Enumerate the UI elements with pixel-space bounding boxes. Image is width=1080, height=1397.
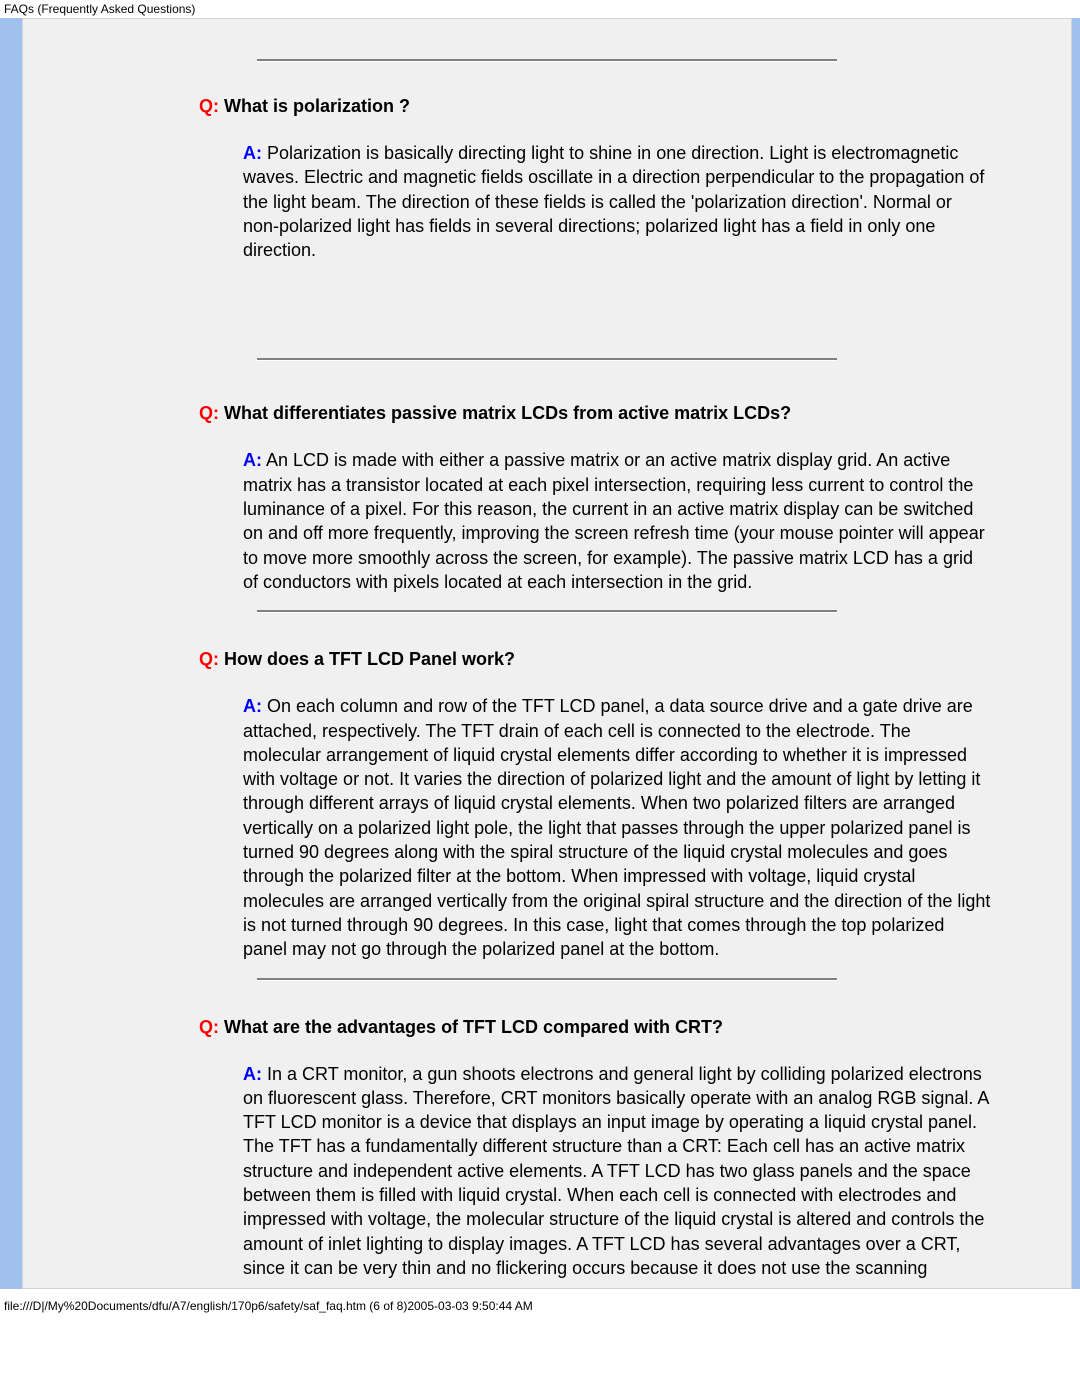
separator xyxy=(23,59,1071,62)
faq-item: Q: What differentiates passive matrix LC… xyxy=(23,403,1071,594)
a-label: A: xyxy=(243,1064,262,1084)
right-margin xyxy=(1072,18,1080,1289)
faq-item: Q: What are the advantages of TFT LCD co… xyxy=(23,1017,1071,1281)
a-label: A: xyxy=(243,696,262,716)
faq-answer: A: On each column and row of the TFT LCD… xyxy=(243,694,991,961)
page-header-title: FAQs (Frequently Asked Questions) xyxy=(0,0,1080,18)
separator xyxy=(23,978,1071,981)
q-text: How does a TFT LCD Panel work? xyxy=(219,649,515,669)
faq-answer: A: An LCD is made with either a passive … xyxy=(243,448,991,594)
faq-answer: A: Polarization is basically directing l… xyxy=(243,141,991,262)
outer-border: Q: What is polarization ? A: Polarizatio… xyxy=(0,18,1080,1289)
faq-question: Q: What are the advantages of TFT LCD co… xyxy=(199,1017,1071,1038)
left-margin xyxy=(0,18,22,1289)
faq-item: Q: How does a TFT LCD Panel work? A: On … xyxy=(23,649,1071,961)
q-text: What differentiates passive matrix LCDs … xyxy=(219,403,791,423)
a-text: On each column and row of the TFT LCD pa… xyxy=(243,696,990,959)
a-label: A: xyxy=(243,143,262,163)
a-label: A: xyxy=(243,450,262,470)
q-text: What is polarization ? xyxy=(219,96,410,116)
faq-question: Q: What differentiates passive matrix LC… xyxy=(199,403,1071,424)
faq-item: Q: What is polarization ? A: Polarizatio… xyxy=(23,96,1071,262)
a-text: An LCD is made with either a passive mat… xyxy=(243,450,985,591)
q-label: Q: xyxy=(199,96,219,116)
q-text: What are the advantages of TFT LCD compa… xyxy=(219,1017,723,1037)
q-label: Q: xyxy=(199,403,219,423)
page-footer-path: file:///D|/My%20Documents/dfu/A7/english… xyxy=(0,1289,1080,1319)
separator xyxy=(23,358,1071,361)
q-label: Q: xyxy=(199,1017,219,1037)
separator xyxy=(23,610,1071,613)
content-page: Q: What is polarization ? A: Polarizatio… xyxy=(22,18,1072,1289)
faq-question: Q: What is polarization ? xyxy=(199,96,1071,117)
a-text: Polarization is basically directing ligh… xyxy=(243,143,984,260)
faq-question: Q: How does a TFT LCD Panel work? xyxy=(199,649,1071,670)
faq-answer: A: In a CRT monitor, a gun shoots electr… xyxy=(243,1062,991,1281)
q-label: Q: xyxy=(199,649,219,669)
a-text: In a CRT monitor, a gun shoots electrons… xyxy=(243,1064,988,1278)
